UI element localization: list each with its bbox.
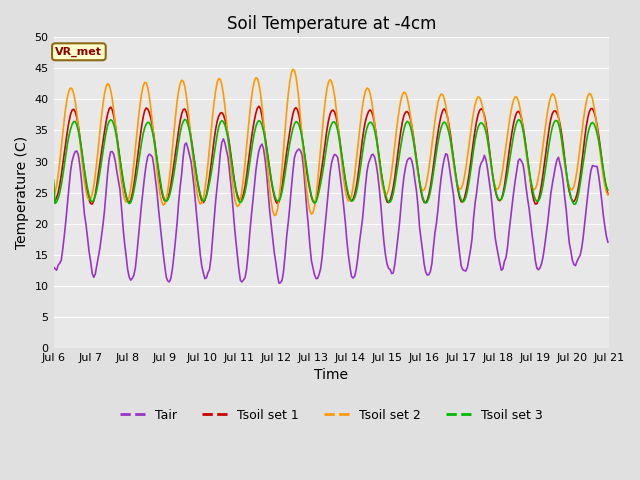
Title: Soil Temperature at -4cm: Soil Temperature at -4cm xyxy=(227,15,436,33)
Tsoil set 1 xyxy=(244,161,252,167)
Tair xyxy=(118,204,125,210)
Tsoil set 3 xyxy=(576,181,584,187)
Tsoil set 3 xyxy=(244,171,252,177)
Tsoil set 3 xyxy=(216,120,224,125)
Tsoil set 2 xyxy=(215,76,223,82)
Tsoil set 1 xyxy=(255,103,263,109)
Tsoil set 2 xyxy=(118,179,125,185)
Line: Tsoil set 3: Tsoil set 3 xyxy=(54,120,608,204)
Tsoil set 2 xyxy=(50,193,58,199)
Tsoil set 1 xyxy=(119,179,127,184)
Tsoil set 2 xyxy=(295,99,303,105)
Tsoil set 3 xyxy=(118,167,125,172)
Tair xyxy=(220,136,227,142)
Tair xyxy=(576,252,584,258)
Tsoil set 2 xyxy=(271,213,278,218)
Tsoil set 2 xyxy=(576,144,584,150)
Tsoil set 3 xyxy=(235,198,243,204)
Tsoil set 3 xyxy=(50,177,58,183)
Line: Tair: Tair xyxy=(54,139,608,283)
Tsoil set 2 xyxy=(289,66,297,72)
Text: VR_met: VR_met xyxy=(56,47,102,57)
Tsoil set 2 xyxy=(234,204,241,209)
Tsoil set 3 xyxy=(604,187,612,193)
Tsoil set 3 xyxy=(294,120,301,125)
Tair xyxy=(604,239,612,245)
Tsoil set 1 xyxy=(216,110,224,116)
Tsoil set 1 xyxy=(576,174,584,180)
Legend: Tair, Tsoil set 1, Tsoil set 2, Tsoil set 3: Tair, Tsoil set 1, Tsoil set 2, Tsoil se… xyxy=(115,404,548,427)
Tair xyxy=(295,146,303,152)
Y-axis label: Temperature (C): Temperature (C) xyxy=(15,136,29,249)
Tsoil set 2 xyxy=(604,192,612,198)
Tsoil set 1 xyxy=(235,196,243,202)
Tsoil set 1 xyxy=(88,201,96,207)
Tsoil set 2 xyxy=(243,144,250,149)
Tair xyxy=(215,168,223,174)
Tsoil set 1 xyxy=(50,199,58,205)
Tsoil set 3 xyxy=(181,117,189,122)
Tair xyxy=(275,280,283,286)
Line: Tsoil set 1: Tsoil set 1 xyxy=(54,106,608,204)
Line: Tsoil set 2: Tsoil set 2 xyxy=(54,69,608,216)
Tsoil set 1 xyxy=(295,113,303,119)
Tair xyxy=(235,266,243,272)
Tsoil set 1 xyxy=(604,191,612,197)
Tair xyxy=(50,264,58,270)
Tair xyxy=(244,251,252,257)
Tsoil set 3 xyxy=(570,201,578,207)
X-axis label: Time: Time xyxy=(314,368,349,382)
